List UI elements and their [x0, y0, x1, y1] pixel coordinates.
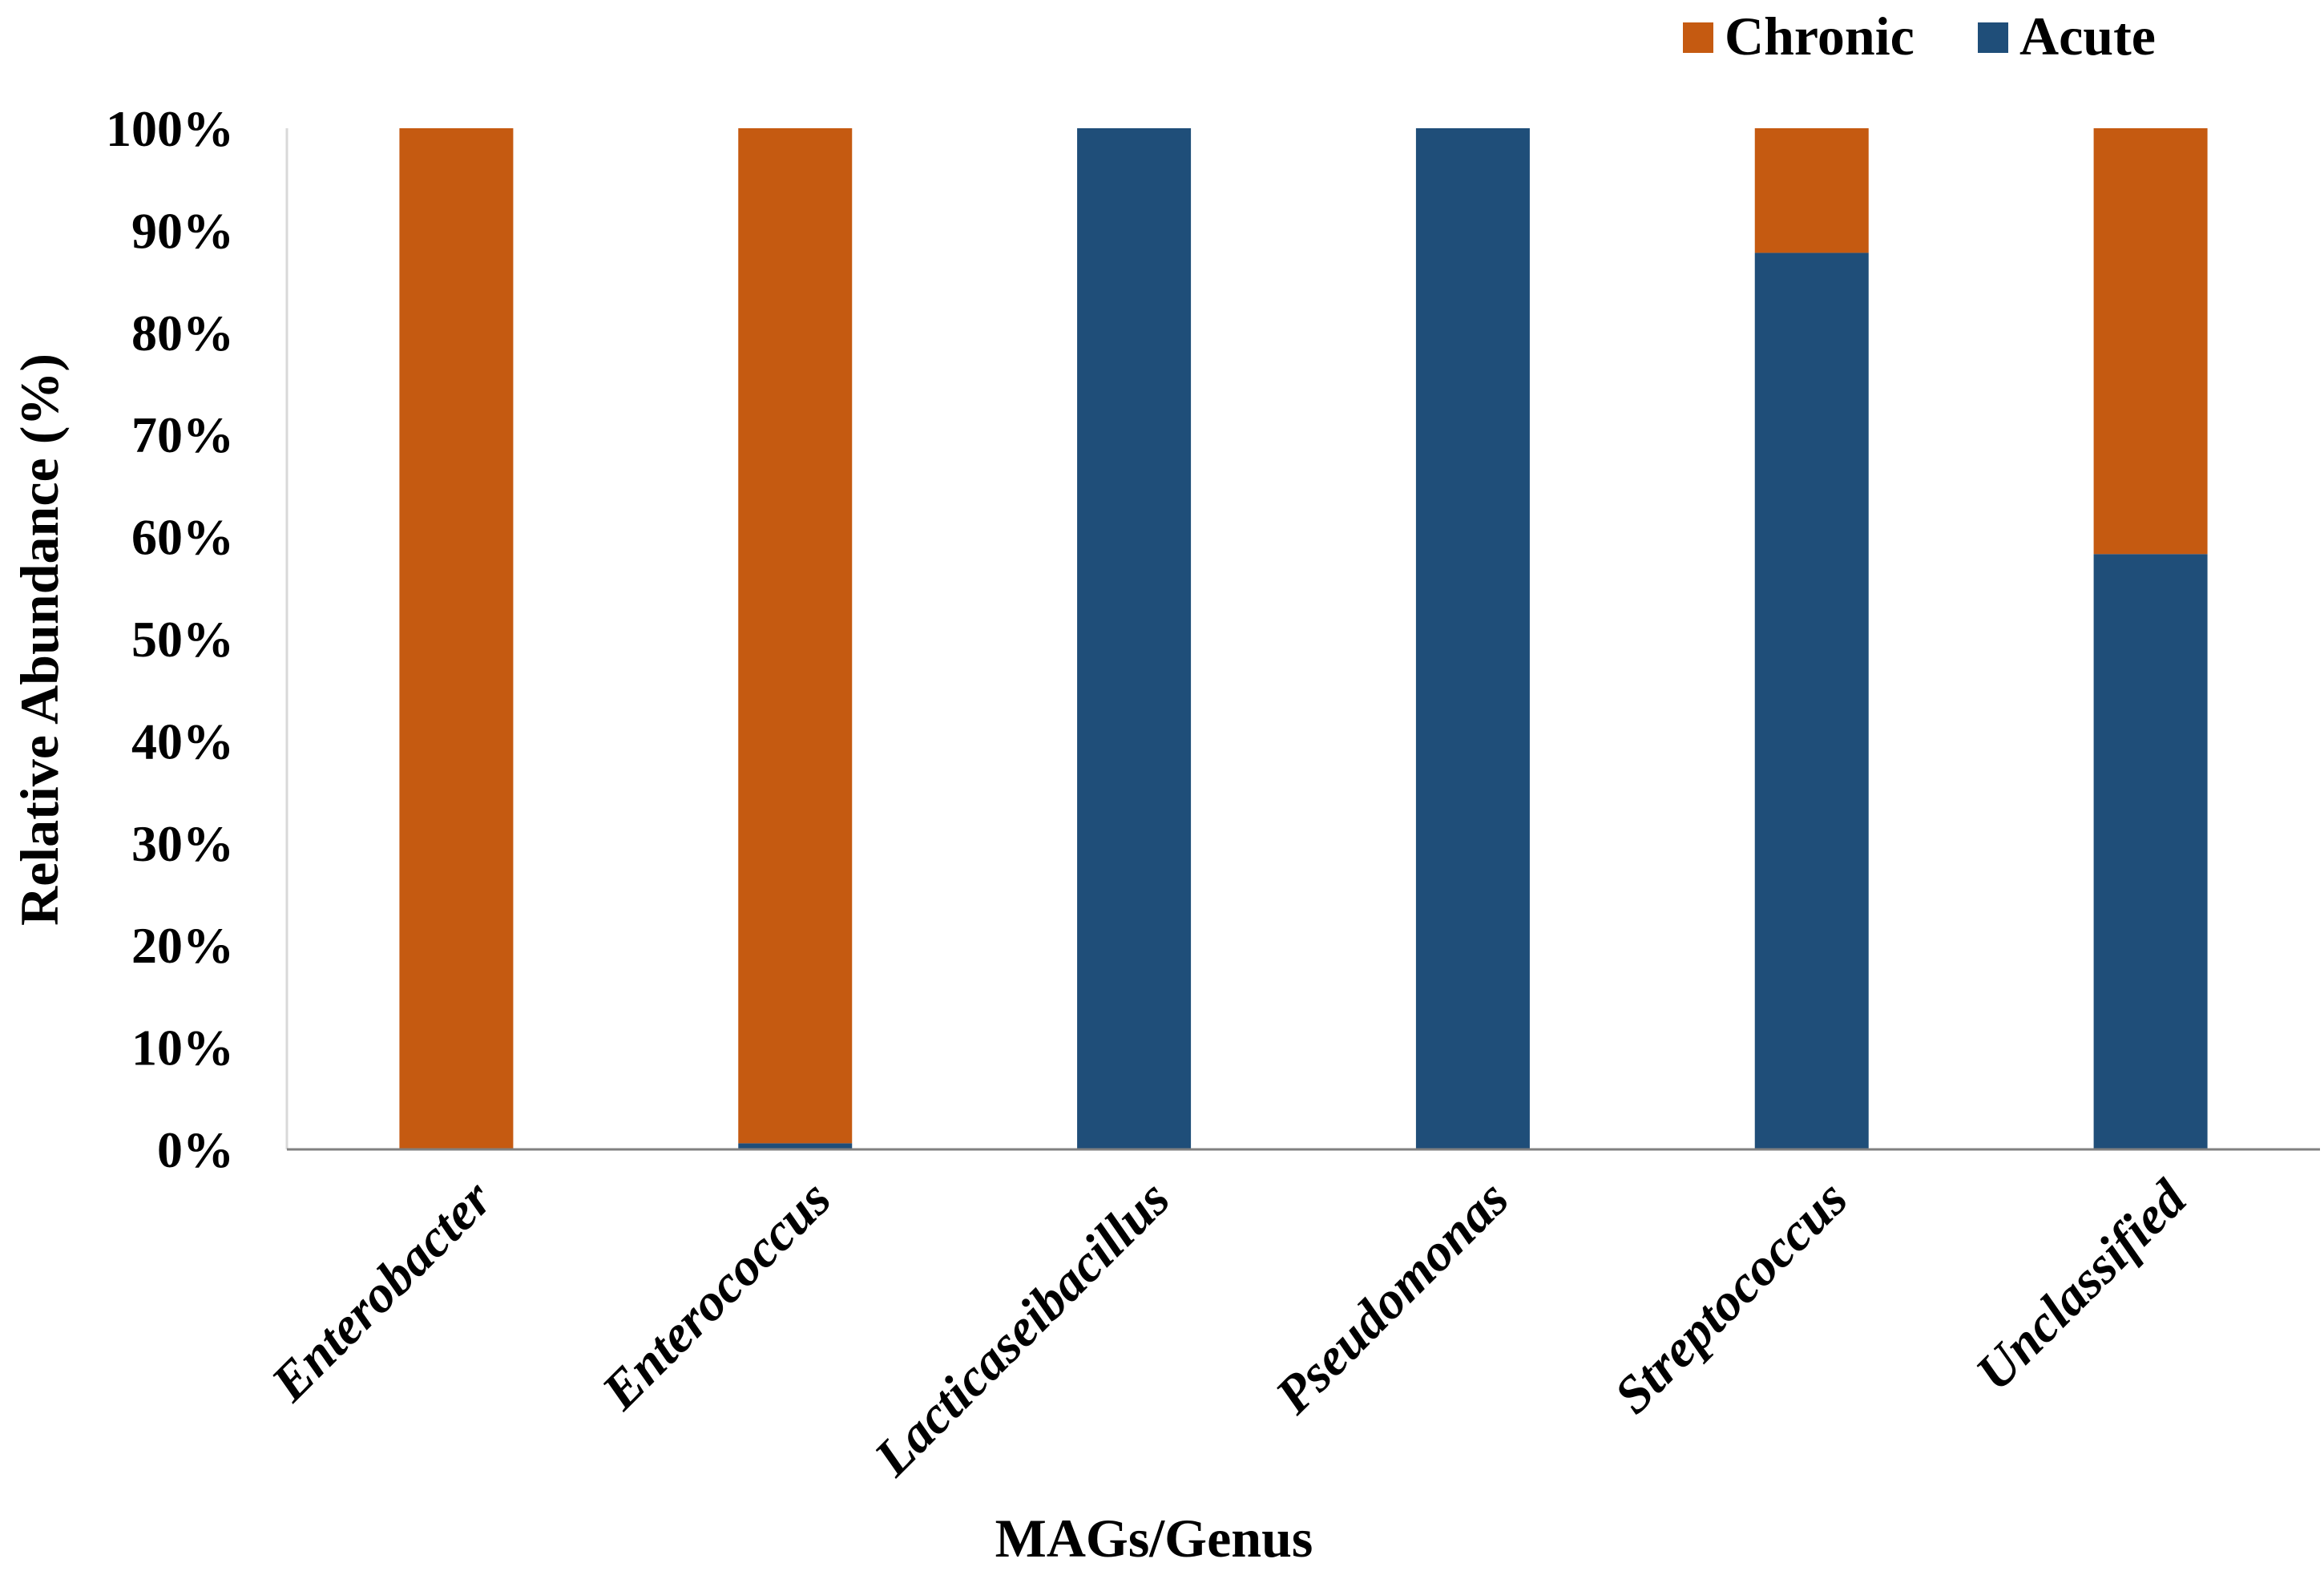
legend-label-acute: Acute — [2019, 6, 2156, 67]
y-tick-label-60: 60% — [131, 509, 234, 566]
bar-unclassified-acute — [2093, 554, 2208, 1149]
legend-swatch-chronic — [1683, 22, 1713, 53]
bar-streptococcus-acute — [1754, 252, 1869, 1150]
bars — [399, 128, 2208, 1150]
y-tick-label-90: 90% — [131, 202, 234, 259]
y-tick-label-70: 70% — [131, 406, 234, 463]
bar-enterococcus-chronic — [738, 128, 853, 1144]
y-tick-label-30: 30% — [131, 815, 234, 872]
bar-unclassified-chronic — [2093, 128, 2208, 555]
x-category-label-enterococcus: Enterococcus — [591, 1169, 842, 1421]
y-axis-title: Relative Abundance (%) — [9, 353, 70, 926]
x-axis-categories: Enterobacter Enterococcus Lacticaseibacill… — [260, 1169, 2198, 1488]
x-axis-title: MAGs/Genus — [995, 1508, 1313, 1569]
y-tick-label-20: 20% — [131, 917, 234, 974]
bar-lacticaseibacillus-acute — [1077, 128, 1192, 1149]
y-tick-label-50: 50% — [131, 611, 234, 668]
y-tick-label-0: 0% — [157, 1121, 234, 1178]
y-axis-ticks: 0% 10% 20% 30% 40% 50% 60% 70% 80% 90% 100% — [106, 100, 234, 1178]
legend: Chronic Acute — [1683, 6, 2156, 67]
bar-enterobacter-chronic — [399, 128, 514, 1149]
x-category-label-unclassified: Unclassified — [1965, 1169, 2198, 1402]
x-category-label-streptococcus: Streptococcus — [1604, 1169, 1859, 1425]
axes — [285, 128, 2320, 1151]
x-category-label-enterobacter: Enterobacter — [260, 1169, 504, 1413]
x-category-label-pseudomonas: Pseudomonas — [1264, 1169, 1519, 1425]
y-tick-label-100: 100% — [106, 100, 234, 157]
y-tick-label-80: 80% — [131, 305, 234, 361]
bar-pseudomonas-acute — [1415, 128, 1530, 1149]
bar-streptococcus-chronic — [1754, 128, 1869, 253]
y-tick-label-40: 40% — [131, 713, 234, 769]
legend-label-chronic: Chronic — [1725, 6, 1914, 67]
x-category-label-lacticaseibacillus: Lacticaseibacillus — [863, 1169, 1181, 1488]
legend-swatch-acute — [1978, 22, 2008, 53]
y-tick-label-10: 10% — [131, 1020, 234, 1076]
bar-enterococcus-acute — [738, 1143, 853, 1149]
